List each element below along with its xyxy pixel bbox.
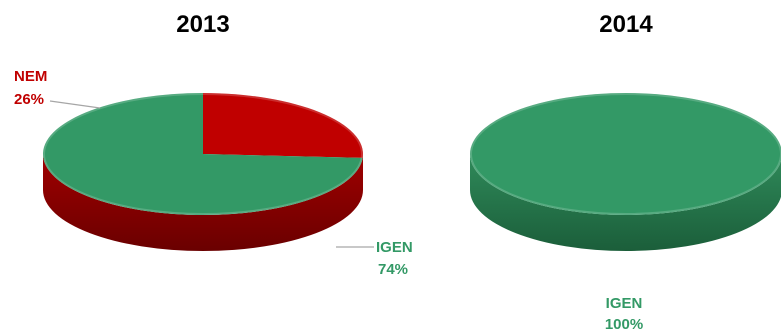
data-label-value-igen-2014: 100% — [605, 316, 643, 331]
pie-rim-2013 — [43, 93, 363, 215]
pie-slice-nem-2013 — [203, 93, 363, 158]
pie-rim-2014 — [470, 93, 781, 215]
data-label-name-igen-2013: IGEN — [376, 239, 413, 256]
pie-slice-igen-2014 — [470, 93, 781, 215]
data-label-value-nem: 26% — [14, 91, 44, 108]
chart-title-2014: 2014 — [599, 11, 653, 38]
pie-body-2014 — [470, 93, 781, 251]
pie-side-2014 — [470, 154, 781, 251]
pie-body-2013 — [42, 92, 363, 251]
leader-line-nem — [49, 100, 101, 109]
pie-chart-2013: 2013 NEM 26% IGEN 74% — [14, 11, 413, 278]
pie-slice-igen-2013 — [42, 92, 363, 215]
pie-side-2013 — [43, 154, 363, 251]
data-label-name-nem: NEM — [14, 68, 47, 85]
chart-title-2013: 2013 — [176, 11, 229, 38]
data-label-value-igen-2013: 74% — [378, 261, 408, 278]
pie-chart-2014: 2014 IGEN 100% — [470, 11, 781, 331]
data-label-name-igen-2014: IGEN — [606, 295, 643, 312]
